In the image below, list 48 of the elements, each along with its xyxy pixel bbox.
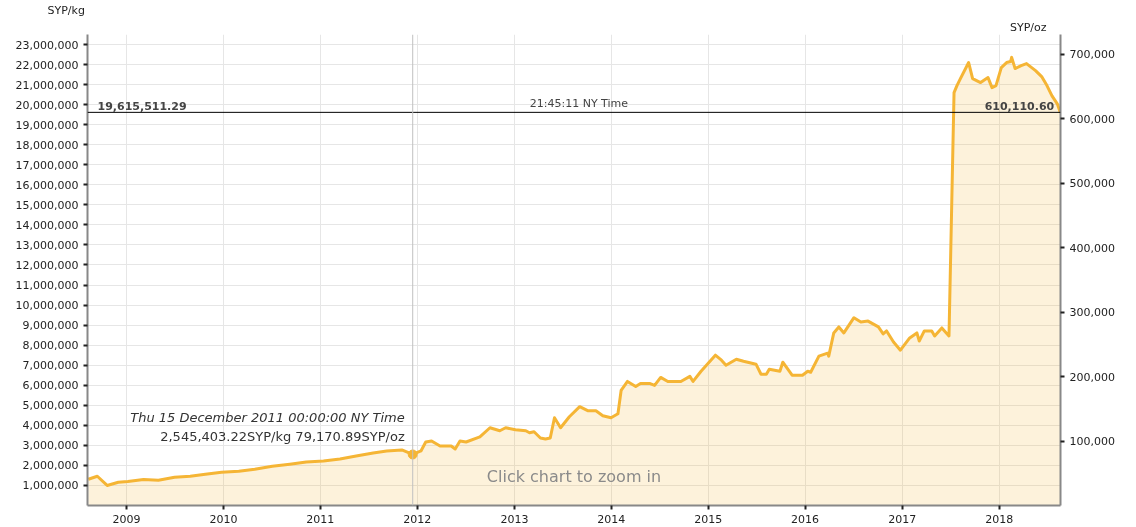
x-tick-label: 2011	[306, 512, 335, 526]
y-tick-label: 11,000,000	[15, 279, 79, 293]
y2-tick-label: 300,000	[1069, 306, 1115, 320]
y-tick-label: 2,000,000	[22, 459, 79, 473]
annotation: Thu 15 December 2011 00:00:00 NY Time	[130, 410, 405, 426]
y2-tick-label: 100,000	[1069, 435, 1115, 449]
y2-tick-label: 200,000	[1069, 370, 1115, 384]
x-tick-label: 2013	[500, 512, 529, 526]
x-tick-label: 2015	[694, 512, 723, 526]
x-tick-label: 2016	[791, 512, 820, 526]
y-tick-label: 15,000,000	[15, 198, 79, 212]
x-tick-label: 2009	[112, 512, 141, 526]
annotation: 610,110.60	[984, 100, 1055, 114]
y-tick-label: 14,000,000	[15, 218, 79, 232]
annotation: 21:45:11 NY Time	[529, 97, 629, 111]
y-tick-label: 21,000,000	[15, 78, 79, 92]
y-tick-label: 20,000,000	[15, 98, 79, 112]
y-tick-label: 23,000,000	[15, 38, 79, 52]
y2-axis-title: SYP/oz	[1009, 20, 1047, 34]
y-tick-label: 22,000,000	[15, 58, 79, 72]
y2-tick-label: 700,000	[1069, 48, 1115, 62]
annotation: 2,545,403.22SYP/kg 79,170.89SYP/oz	[160, 429, 405, 445]
x-tick-label: 2017	[888, 512, 917, 526]
y-tick-label: 12,000,000	[15, 258, 79, 272]
y-tick-label: 9,000,000	[22, 319, 79, 333]
x-tick-label: 2010	[209, 512, 238, 526]
y2-tick-label: 500,000	[1069, 177, 1115, 191]
ref-line-label: 19,615,511.29	[97, 100, 187, 114]
y-tick-label: 3,000,000	[22, 439, 79, 453]
y-tick-label: 7,000,000	[22, 359, 79, 373]
y-tick-label: 5,000,000	[22, 399, 79, 413]
y2-tick-label: 600,000	[1069, 112, 1115, 126]
x-tick-label: 2018	[985, 512, 1014, 526]
y-tick-label: 10,000,000	[15, 299, 79, 313]
y-tick-label: 19,000,000	[15, 118, 79, 132]
y-tick-label: 4,000,000	[22, 419, 79, 433]
y-tick-label: 16,000,000	[15, 178, 79, 192]
y-axis-title: SYP/kg	[47, 3, 85, 17]
x-tick-label: 2014	[597, 512, 626, 526]
y-tick-label: 13,000,000	[15, 238, 79, 252]
y-tick-label: 17,000,000	[15, 158, 79, 172]
y-tick-label: 6,000,000	[22, 379, 79, 393]
y2-tick-label: 400,000	[1069, 241, 1115, 255]
x-tick-label: 2012	[403, 512, 432, 526]
y-tick-label: 1,000,000	[22, 479, 79, 493]
y-tick-label: 18,000,000	[15, 138, 79, 152]
y-tick-label: 8,000,000	[22, 339, 79, 353]
annotation: Click chart to zoom in	[486, 466, 662, 486]
